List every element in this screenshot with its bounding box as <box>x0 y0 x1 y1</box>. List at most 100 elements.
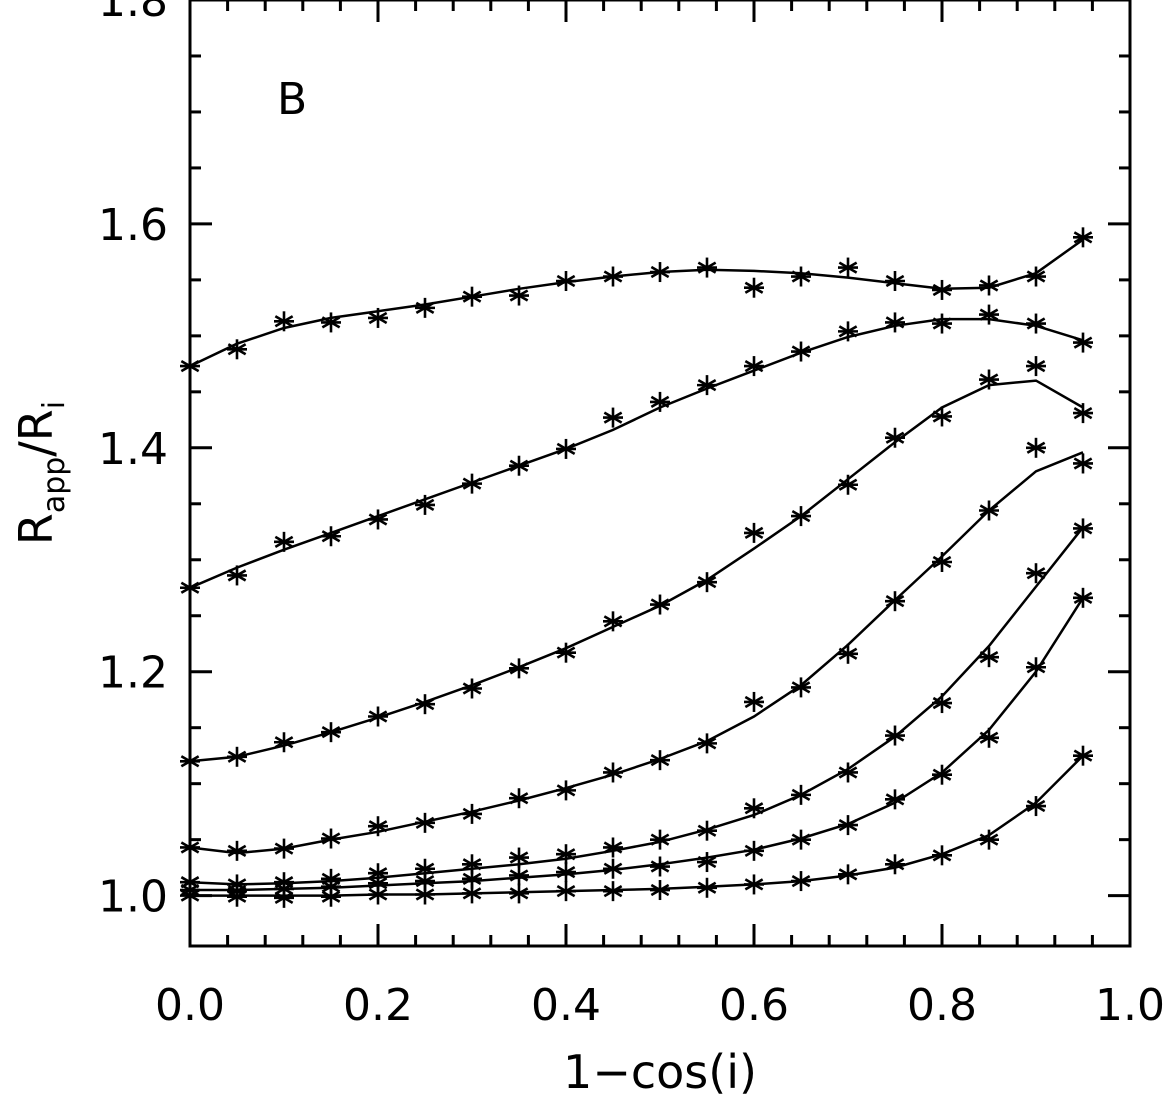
data-point <box>556 862 576 883</box>
data-point <box>697 257 717 278</box>
data-point <box>227 339 247 360</box>
axis-ticks <box>188 0 1132 946</box>
data-point <box>509 788 529 809</box>
data-point <box>932 693 952 714</box>
y-label-sub-app: app <box>37 457 72 513</box>
data-point <box>462 473 482 494</box>
data-point <box>697 820 717 841</box>
data-point <box>227 565 247 586</box>
data-point <box>650 829 670 850</box>
data-point <box>838 762 858 783</box>
data-point <box>415 858 435 879</box>
data-point <box>885 427 905 448</box>
data-point <box>603 266 623 287</box>
data-point <box>227 746 247 767</box>
data-point <box>1073 587 1093 608</box>
data-point <box>650 594 670 615</box>
data-point <box>838 257 858 278</box>
y-label-slash: / <box>9 441 63 457</box>
data-point <box>650 880 670 901</box>
data-point <box>697 852 717 873</box>
data-point <box>744 522 764 543</box>
data-point <box>603 881 623 902</box>
data-point <box>509 455 529 476</box>
y-axis-label: Rapp/Ri <box>9 401 72 545</box>
data-point <box>415 494 435 515</box>
data-point <box>415 694 435 715</box>
data-point <box>1026 266 1046 287</box>
data-point <box>603 858 623 879</box>
data-point <box>932 764 952 785</box>
data-point <box>1073 518 1093 539</box>
y-axis-label-text: Rapp/Ri <box>9 401 72 545</box>
data-point <box>838 815 858 836</box>
x-tick-label: 0.4 <box>531 980 601 1031</box>
y-tick-label: 1.0 <box>98 872 168 923</box>
data-point <box>1026 313 1046 334</box>
data-point <box>979 829 999 850</box>
data-point <box>791 266 811 287</box>
data-point <box>697 877 717 898</box>
data-point <box>368 307 388 328</box>
data-point <box>1073 332 1093 353</box>
data-point <box>791 677 811 698</box>
x-axis-label: 1−cos(i) <box>563 1045 757 1099</box>
data-point <box>979 304 999 325</box>
data-point <box>885 591 905 612</box>
data-point <box>744 840 764 861</box>
data-point <box>650 391 670 412</box>
data-point <box>932 313 952 334</box>
data-point <box>368 509 388 530</box>
x-tick-label: 0.8 <box>907 980 977 1031</box>
x-tick-labels: 0.0 0.2 0.4 0.6 0.8 1.0 <box>155 980 1165 1031</box>
data-point <box>979 500 999 521</box>
data-point <box>744 277 764 298</box>
y-tick-label: 1.4 <box>98 424 168 475</box>
data-point <box>509 285 529 306</box>
data-point <box>274 838 294 859</box>
data-point <box>838 321 858 342</box>
data-point <box>274 311 294 332</box>
data-point <box>509 658 529 679</box>
data-points <box>180 227 1093 908</box>
x-tick-label: 0.0 <box>155 980 225 1031</box>
data-point <box>1026 796 1046 817</box>
data-point <box>462 803 482 824</box>
data-point <box>650 750 670 771</box>
data-point <box>227 886 247 907</box>
data-point <box>462 883 482 904</box>
data-point <box>932 279 952 300</box>
data-point <box>650 856 670 877</box>
data-point <box>415 812 435 833</box>
data-point <box>838 864 858 885</box>
data-point <box>979 647 999 668</box>
data-point <box>885 312 905 333</box>
data-point <box>979 275 999 296</box>
data-point <box>415 871 435 892</box>
data-point <box>603 762 623 783</box>
data-point <box>1026 356 1046 377</box>
data-point <box>979 369 999 390</box>
data-point <box>556 642 576 663</box>
y-label-r2: R <box>9 409 63 441</box>
data-point <box>603 407 623 428</box>
data-point <box>697 375 717 396</box>
data-point <box>838 643 858 664</box>
data-point <box>791 784 811 805</box>
y-tick-label: 1.2 <box>98 648 168 699</box>
y-label-r: R <box>9 513 63 545</box>
data-point <box>321 526 341 547</box>
data-point <box>415 297 435 318</box>
panel-label: B <box>277 74 307 125</box>
data-point <box>227 840 247 861</box>
data-point <box>415 884 435 905</box>
data-point <box>556 271 576 292</box>
data-point <box>274 531 294 552</box>
x-tick-label: 0.2 <box>343 980 413 1031</box>
data-point <box>744 798 764 819</box>
data-point <box>462 286 482 307</box>
data-point <box>509 883 529 904</box>
data-point <box>791 506 811 527</box>
